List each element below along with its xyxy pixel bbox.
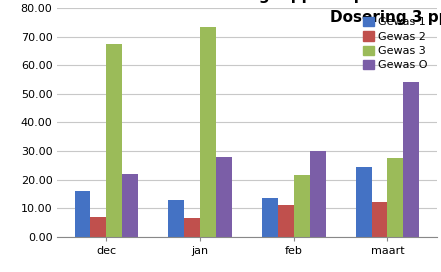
Bar bbox=[388, 158, 404, 237]
Bar bbox=[184, 218, 200, 237]
Legend: Gewas 1, Gewas 2, Gewas 3, Gewas O: Gewas 1, Gewas 2, Gewas 3, Gewas O bbox=[359, 14, 431, 74]
Bar bbox=[278, 205, 294, 237]
Text: Dosering 3 ppm koper-ionen: Dosering 3 ppm koper-ionen bbox=[193, 0, 437, 3]
Bar bbox=[404, 82, 419, 237]
Bar bbox=[310, 151, 325, 237]
Bar bbox=[262, 198, 278, 237]
Bar bbox=[75, 191, 90, 237]
Bar bbox=[216, 157, 232, 237]
Bar bbox=[106, 44, 122, 237]
Bar bbox=[372, 202, 388, 237]
Text: Dosering 3 ppm koper-ionen: Dosering 3 ppm koper-ionen bbox=[330, 10, 441, 26]
Bar bbox=[294, 175, 310, 237]
Bar bbox=[168, 200, 184, 237]
Bar bbox=[200, 27, 216, 237]
Bar bbox=[355, 167, 372, 237]
Bar bbox=[122, 174, 138, 237]
Bar bbox=[90, 217, 106, 237]
